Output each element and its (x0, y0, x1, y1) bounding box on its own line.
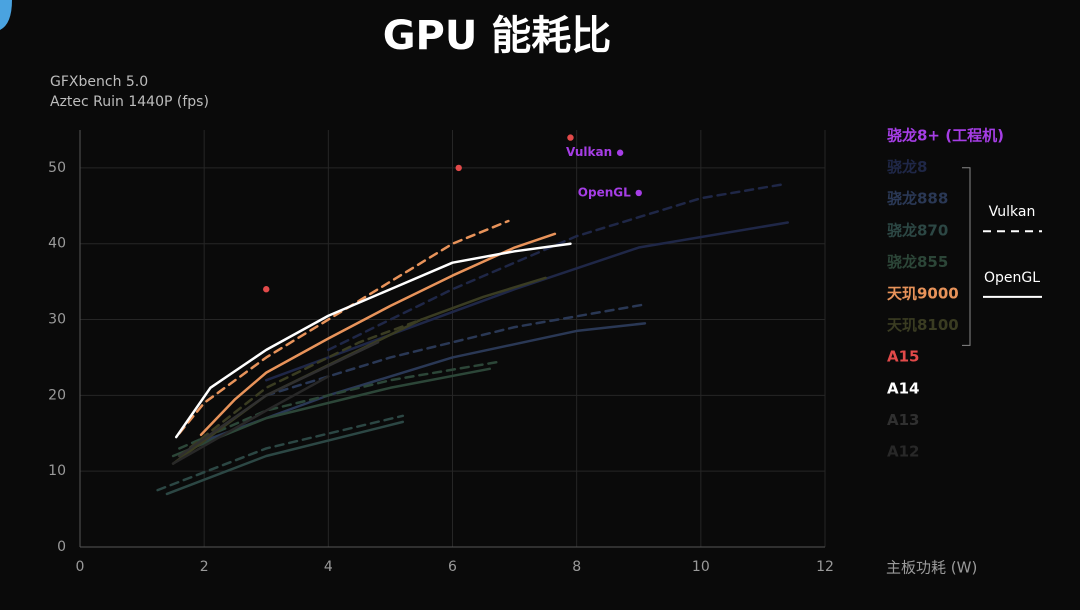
x-tick-label: 8 (572, 559, 581, 575)
x-tick-label: 6 (448, 559, 457, 575)
y-tick-label: 40 (48, 236, 66, 252)
data-point (263, 286, 270, 293)
series-line (156, 414, 405, 492)
series-line (202, 322, 647, 443)
data-point (616, 149, 624, 156)
y-tick-label: 0 (57, 539, 66, 555)
data-point (635, 189, 642, 197)
series-line (174, 242, 572, 439)
legend-bracket (962, 167, 971, 346)
corner-decoration (0, 0, 12, 30)
legend-entry: 天玑8100 (887, 316, 959, 334)
series-line (171, 375, 330, 465)
y-tick-label: 10 (48, 463, 66, 479)
x-tick-label: 12 (816, 559, 834, 575)
y-tick-label: 30 (48, 312, 66, 328)
series-line (178, 341, 380, 458)
series-line (178, 359, 504, 450)
legend-entry: A12 (887, 443, 919, 461)
legend-entry: 骁龙8 (887, 158, 927, 176)
legend-style-label: OpenGL (984, 270, 1040, 286)
point-label: OpenGL (578, 185, 631, 199)
x-tick-label: 4 (324, 559, 333, 575)
legend-entry: 骁龙8+ (工程机) (887, 127, 1004, 145)
legend-style-label: Vulkan (989, 204, 1036, 220)
legend-entry: A15 (887, 348, 919, 366)
subtitle: Aztec Ruin 1440P (fps) (50, 94, 209, 110)
x-tick-label: 10 (692, 559, 710, 575)
series-line (327, 183, 783, 352)
legend-entry: 骁龙855 (887, 253, 948, 271)
series-line (178, 219, 510, 435)
legend-entry: A14 (887, 379, 919, 397)
x-tick-label: 2 (200, 559, 209, 575)
series-line (265, 221, 789, 382)
legend-entry: A13 (887, 411, 919, 429)
y-tick-label: 50 (48, 160, 66, 176)
data-point (455, 164, 462, 172)
legend-entry: 天玑9000 (887, 285, 959, 303)
legend-entry: 骁龙870 (887, 221, 948, 239)
chart-title: GPU 能耗比 (383, 13, 612, 59)
subtitle: GFXbench 5.0 (50, 74, 148, 90)
legend-entry: 骁龙888 (887, 190, 948, 208)
data-point (567, 134, 574, 141)
x-axis-label: 主板功耗 (W) (886, 559, 977, 577)
x-tick-label: 0 (76, 559, 85, 575)
series-line (165, 420, 405, 496)
series-line (178, 318, 423, 458)
y-tick-label: 20 (48, 387, 66, 403)
point-label: Vulkan (566, 145, 612, 159)
